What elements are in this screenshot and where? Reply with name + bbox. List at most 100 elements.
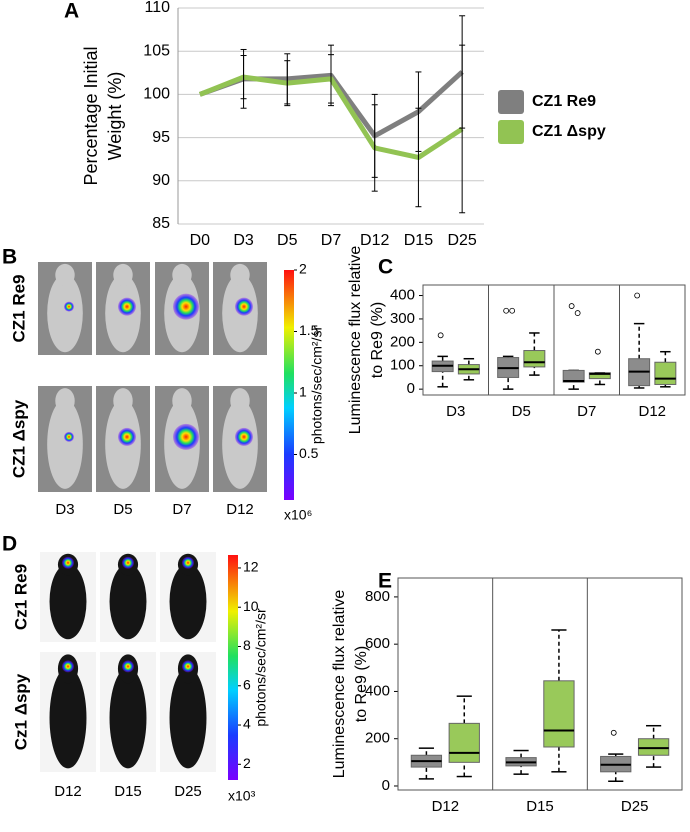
panel-label: D (2, 533, 17, 556)
outlier (610, 729, 617, 736)
error-bar (371, 104, 378, 192)
x-tick-label: D12 (638, 403, 666, 420)
outlier (574, 310, 581, 316)
x-tick-label: D12 (432, 798, 460, 815)
legend-label: CZ1 Re9 (532, 93, 596, 110)
x-tick-label: D15 (526, 798, 554, 815)
error-bar (415, 107, 422, 208)
y-axis-label: Weight (%) (105, 72, 125, 161)
mouse-head (55, 388, 75, 414)
column-label: D3 (55, 501, 74, 518)
error-bar (284, 60, 291, 107)
colorbar (284, 270, 294, 500)
box (654, 361, 677, 385)
error-bar (328, 54, 334, 104)
column-label: D15 (114, 783, 142, 800)
mouse-head (113, 388, 133, 414)
y-tick-label: 600 (365, 635, 390, 652)
signal (182, 556, 194, 569)
colorbar-label: photons/sec/cm²/sr (253, 608, 269, 727)
x-tick-label: D0 (190, 232, 211, 249)
y-axis-label: to Re9 (%) (369, 302, 386, 378)
y-axis-label: Luminescence flux relative (347, 246, 364, 435)
legend-swatch (498, 90, 524, 114)
y-axis-label: Percentage Initial (81, 46, 101, 185)
box (448, 722, 480, 763)
signal (62, 556, 74, 569)
outlier (437, 332, 444, 339)
x-tick-label: D15 (404, 232, 433, 249)
box (562, 369, 585, 383)
signal (64, 301, 74, 312)
colorbar-tick-label: 0.5 (299, 445, 319, 461)
x-tick-label: D3 (233, 232, 254, 249)
colorbar-multiplier: x10³ (228, 788, 256, 804)
y-tick-label: 800 (365, 588, 390, 605)
signal (173, 423, 199, 450)
colorbar-tick-label: 1.5 (299, 322, 319, 338)
y-axis-label: to Re9 (%) (353, 646, 370, 722)
legend-swatch (498, 120, 524, 144)
colorbar-tick-label: 1 (299, 384, 307, 400)
box (588, 372, 611, 380)
signal (235, 297, 253, 316)
y-tick-label: 300 (390, 310, 415, 327)
mouse-head (230, 388, 250, 414)
panel-label: B (2, 246, 17, 269)
colorbar-tick-label: 2 (243, 755, 251, 771)
colorbar (228, 555, 238, 780)
panel-label: A (64, 0, 79, 23)
panel-label: C (378, 256, 393, 279)
box (523, 350, 546, 368)
column-label: D7 (172, 501, 191, 518)
column-label: D12 (226, 501, 254, 518)
y-tick-label: 0 (407, 380, 415, 397)
signal (235, 427, 253, 446)
plot-frame (397, 577, 683, 791)
outlier (634, 292, 641, 299)
x-tick-label: D12 (360, 232, 389, 249)
mouse-body (47, 399, 83, 489)
signal (182, 660, 194, 673)
outlier (503, 307, 510, 314)
colorbar-tick-label: 10 (243, 598, 259, 614)
x-tick-label: D25 (621, 798, 649, 815)
y-tick-label: 100 (390, 357, 415, 374)
colorbar-tick-label: 6 (243, 676, 251, 692)
y-tick-label: 85 (152, 215, 170, 232)
error-bar (240, 55, 247, 100)
y-tick-label: 110 (144, 0, 170, 16)
y-tick-label: 400 (365, 682, 390, 699)
outlier (594, 348, 601, 355)
mouse-body (109, 667, 147, 769)
signal (118, 297, 136, 316)
box (543, 680, 575, 748)
signal (118, 427, 136, 446)
y-tick-label: 90 (152, 172, 170, 189)
mouse-head (172, 263, 192, 287)
signal (122, 556, 134, 569)
mouse-body (47, 274, 83, 353)
mouse-head (172, 388, 192, 414)
y-tick-label: 0 (382, 777, 390, 794)
error-bar (459, 44, 466, 214)
outlier (568, 303, 575, 309)
column-label: D5 (113, 501, 132, 518)
y-tick-label: 100 (143, 86, 170, 103)
colorbar-multiplier: x10⁶ (284, 507, 312, 523)
x-tick-label: D5 (512, 403, 531, 420)
box (637, 738, 670, 756)
mouse-head (230, 263, 250, 287)
mouse-body (109, 563, 147, 640)
row-label: Cz1 Δspy (11, 673, 30, 750)
mouse-body (49, 563, 87, 640)
signal (173, 293, 199, 320)
mouse-head (55, 263, 75, 287)
y-tick-label: 400 (390, 287, 415, 304)
mouse-body (169, 667, 207, 769)
column-label: D12 (54, 783, 82, 800)
mouse-head (113, 263, 133, 287)
y-axis-label: Luminescence flux relative (331, 590, 348, 779)
colorbar-tick-label: 8 (243, 637, 251, 653)
